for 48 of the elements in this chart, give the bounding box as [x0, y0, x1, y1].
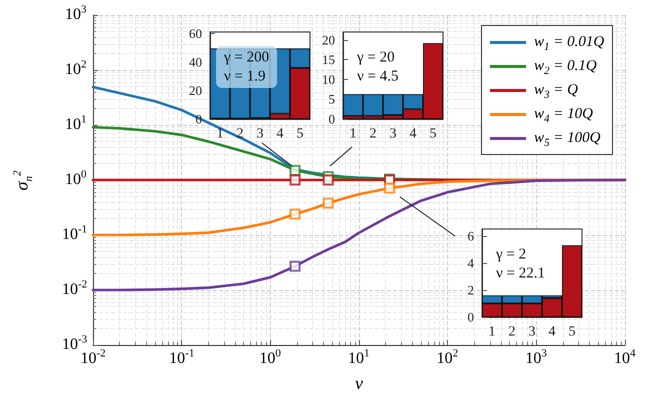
x-tick-label: 5 — [430, 126, 436, 142]
x-tick-label: 2 — [508, 324, 516, 340]
annotation: γ = 200 — [223, 50, 270, 66]
x-tick-label: 4 — [410, 126, 416, 142]
y-tick-label: 10$^{2}$ — [65, 58, 86, 79]
x-tick-label: 10$^{0}$ — [259, 348, 281, 368]
x-tick-label: 5 — [296, 126, 304, 142]
x-tick-label: 3 — [528, 324, 536, 340]
y-tick-label: 6 — [468, 228, 474, 244]
y-tick-label: 0 — [328, 112, 335, 126]
legend-label: w$_{1}$ = 0.01Q — [534, 34, 604, 52]
legend-label: w$_{4}$ = 10Q — [534, 106, 593, 124]
y-tick-label: 60 — [189, 26, 202, 41]
annotation: ν = 4.5 — [357, 68, 398, 84]
x-tick-label: 5 — [568, 324, 576, 340]
x-tick-label: 3 — [390, 126, 396, 142]
y-tick-label: 10$^{-2}$ — [62, 278, 88, 299]
y-tick-label: 10 — [322, 72, 335, 87]
y-tick-label: 4 — [468, 255, 474, 270]
y-tick-label: 20 — [322, 32, 335, 48]
y-tick-label: 10$^{0}$ — [65, 168, 86, 189]
x-tick-label: 4 — [276, 126, 284, 142]
legend-label: w$_{2}$ = 0.1Q — [534, 58, 597, 76]
x-tick-label: 1 — [216, 126, 224, 142]
y-tick-label: 15 — [322, 52, 335, 68]
x-tick-label: 10$^{1}$ — [348, 348, 370, 368]
x-tick-label: 10$^{2}$ — [436, 348, 458, 368]
y-tick-label: 40 — [189, 54, 202, 70]
x-tick-label: 1 — [488, 324, 496, 340]
y-tick-label: 0 — [468, 310, 474, 324]
y-tick-label: 10$^{3}$ — [65, 4, 86, 24]
y-tick-label: 2 — [468, 282, 474, 298]
y-tick-label: 20 — [189, 82, 202, 98]
x-tick-label: 4 — [548, 324, 556, 340]
annotation: ν = 22.1 — [496, 266, 545, 282]
annotation: γ = 20 — [356, 50, 395, 66]
x-tick-label: 3 — [256, 126, 264, 142]
y-tick-label: 5 — [328, 92, 335, 107]
legend-label: w$_{5}$ = 100Q — [534, 130, 600, 148]
x-tick-label: 2 — [370, 126, 376, 142]
x-tick-label: 1 — [350, 126, 356, 142]
x-axis-title: ν — [355, 373, 363, 394]
annotation: ν = 1.9 — [224, 68, 266, 84]
x-tick-label: 10$^{3}$ — [525, 348, 547, 368]
y-tick-label: 10$^{-1}$ — [62, 224, 88, 244]
annotation: γ = 2 — [495, 246, 526, 262]
legend-label: w$_{3}$ = Q — [534, 82, 578, 100]
x-tick-label: 10$^{4}$ — [614, 348, 636, 368]
